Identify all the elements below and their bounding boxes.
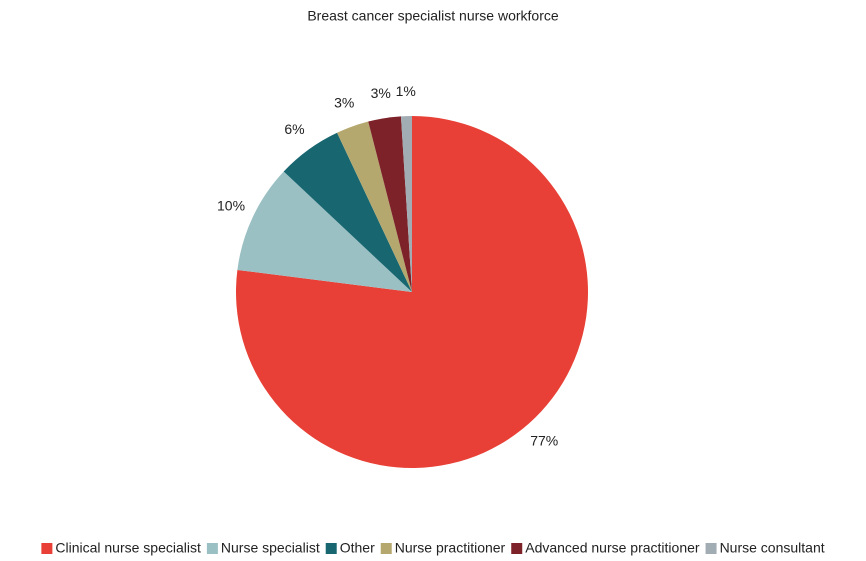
pie-slice: [337, 121, 412, 293]
pie-slice: [283, 132, 412, 292]
data-label: 1%: [396, 83, 416, 99]
pie-slice: [400, 116, 412, 292]
data-label: 10%: [217, 198, 245, 214]
legend-label: Advanced nurse practitioner: [525, 540, 700, 556]
pie-slice: [236, 116, 589, 468]
legend-swatch: [206, 543, 218, 554]
pie-slice: [237, 171, 412, 292]
data-label: 3%: [334, 95, 354, 111]
legend-swatch: [511, 543, 523, 554]
legend-label: Nurse practitioner: [395, 540, 506, 556]
legend-label: Nurse specialist: [221, 540, 320, 556]
chart-title: Breast cancer specialist nurse workforce: [307, 8, 559, 24]
legend-label: Clinical nurse specialist: [55, 540, 201, 556]
legend-swatch: [380, 543, 392, 554]
legend-swatch: [325, 543, 337, 554]
data-label: 3%: [371, 85, 391, 101]
legend: Clinical nurse specialist Nurse specialis…: [41, 540, 825, 556]
data-label: 77%: [530, 433, 558, 449]
legend-label: Other: [340, 540, 375, 556]
legend-label: Nurse consultant: [720, 540, 825, 556]
pie-slice: [368, 116, 412, 293]
data-label: 6%: [284, 121, 304, 137]
legend-swatch: [41, 543, 53, 554]
legend-swatch: [705, 543, 717, 554]
